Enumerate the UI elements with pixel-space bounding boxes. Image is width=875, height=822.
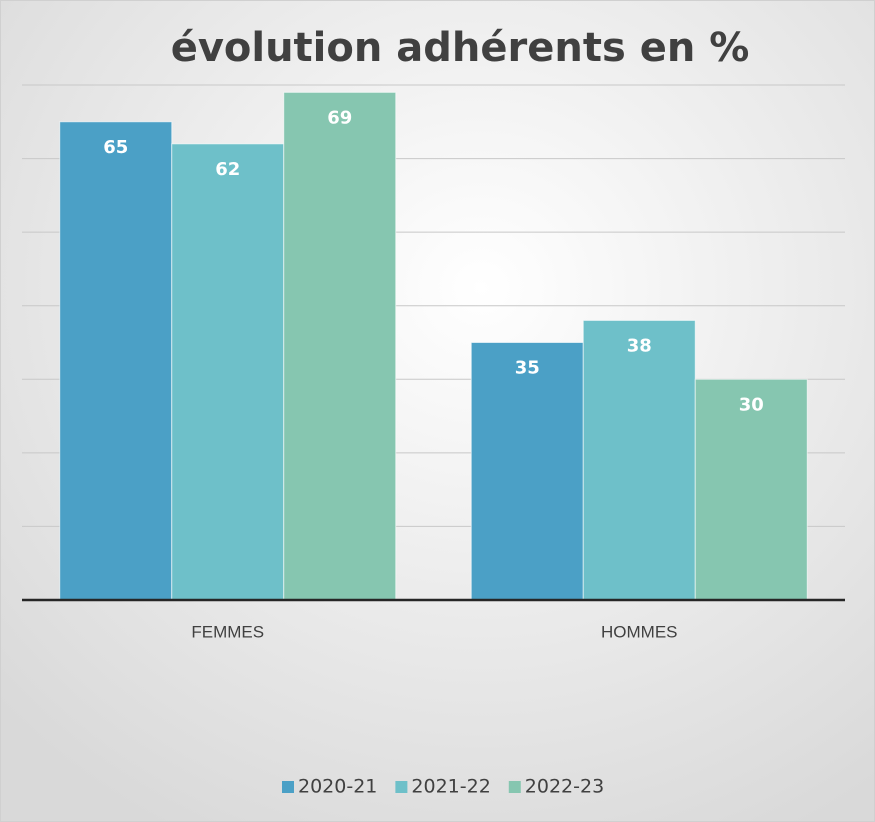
bar [283, 91, 397, 601]
legend-swatch [282, 781, 294, 793]
bar [694, 378, 808, 601]
legend-label: 2020-21 [298, 776, 377, 798]
bar [470, 342, 584, 601]
data-label: 62 [215, 159, 240, 180]
bar [582, 319, 696, 601]
data-label: 30 [739, 394, 764, 415]
legend-label: 2022-23 [525, 776, 604, 798]
data-label: 65 [103, 137, 128, 158]
data-label: 35 [515, 358, 540, 379]
data-label: 38 [627, 335, 652, 356]
bar [171, 143, 285, 601]
x-tick-label: FEMMES [191, 622, 264, 641]
legend-swatch [395, 781, 408, 793]
legend-label: 2021-22 [411, 776, 490, 798]
x-tick-label: HOMMES [601, 622, 678, 641]
legend-swatch [508, 781, 521, 793]
data-label: 69 [327, 107, 352, 128]
bar [59, 121, 173, 601]
chart-title: évolution adhérents en % [171, 25, 750, 71]
